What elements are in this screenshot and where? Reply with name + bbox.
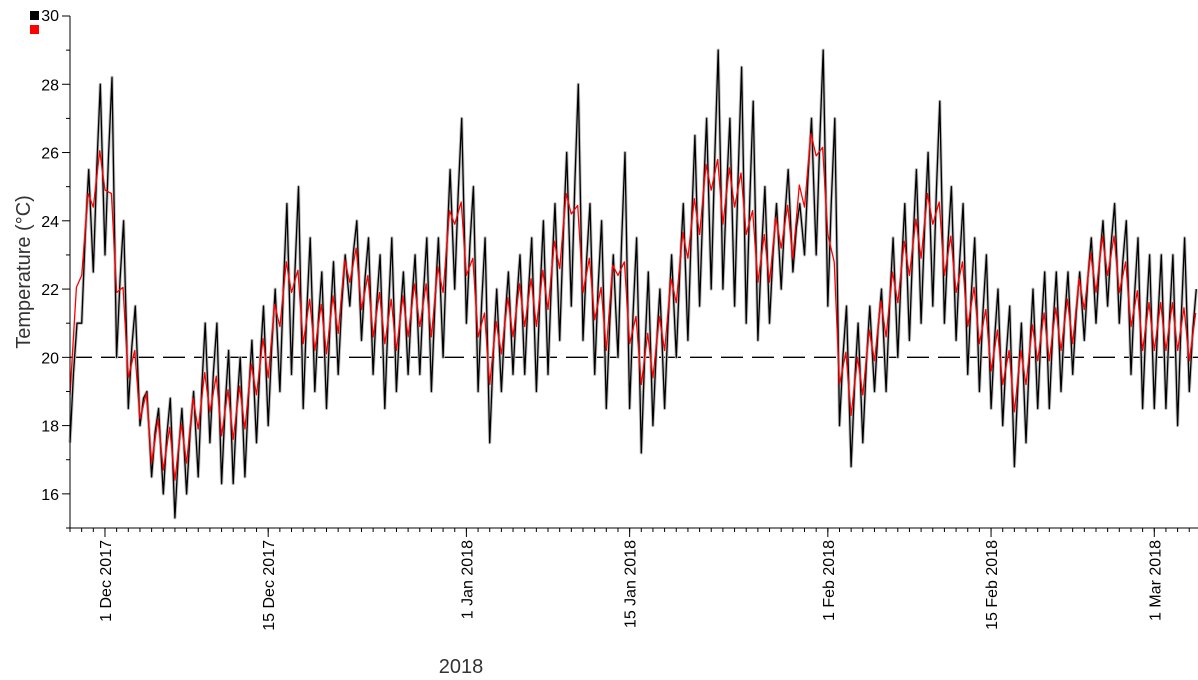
y-axis-ticks: 16 18 20 22 24 26 28 30 [41,8,70,529]
x-tick-label: 1 Feb 2018 [821,540,838,621]
series-red-line [69,133,1197,481]
x-tick-label: 15 Feb 2018 [984,540,1001,630]
x-tick-label: 15 Dec 2017 [261,540,278,631]
y-axis-title: Temperature (°C) [13,195,35,349]
y-tick-label: 26 [41,146,59,163]
x-axis-ticks: 1 Dec 2017 15 Dec 2017 1 Jan 2018 15 Jan 20… [69,528,1190,631]
x-tick-label: 15 Jan 2018 [623,540,640,628]
x-tick-label: 1 Jan 2018 [459,540,476,619]
y-tick-label: 20 [41,350,59,367]
y-tick-label: 28 [41,77,59,94]
plot-area [68,48,1198,520]
legend [30,11,39,34]
x-axis-title: 2018 [439,656,484,678]
y-tick-label: 30 [41,8,59,25]
series-group [68,48,1198,520]
legend-swatch [30,11,39,20]
x-tick-label: 1 Mar 2018 [1147,540,1164,621]
y-tick-label: 16 [41,487,59,504]
y-tick-label: 22 [41,282,59,299]
series-black-line [69,49,1197,519]
legend-swatch [30,25,39,34]
series-range-envelope [68,48,1198,520]
x-tick-label: 1 Dec 2017 [98,540,115,622]
y-tick-label: 18 [41,419,59,436]
y-tick-label: 24 [41,214,59,231]
